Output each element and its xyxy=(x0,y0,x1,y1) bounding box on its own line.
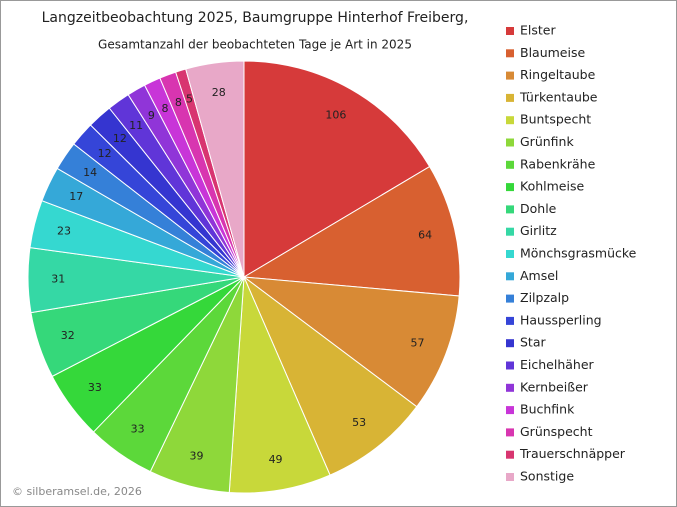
slice-label: 33 xyxy=(88,381,102,394)
pie-slice xyxy=(242,275,418,476)
pie-slice xyxy=(185,60,245,278)
slice-label: 32 xyxy=(61,329,75,342)
legend-label: Dohle xyxy=(520,201,557,216)
legend-label: Trauerschnäpper xyxy=(519,446,626,461)
slice-label: 9 xyxy=(148,109,155,122)
legend-label: Ringeltaube xyxy=(520,67,596,82)
legend-swatch xyxy=(506,183,514,192)
legend-label: Blaumeise xyxy=(520,45,585,60)
legend-label: Eichelhäher xyxy=(520,357,595,372)
pie-slice xyxy=(228,276,331,494)
slice-label: 57 xyxy=(410,336,424,349)
legend-label: Zilpzalp xyxy=(520,290,569,305)
slice-label: 8 xyxy=(162,102,169,115)
slice-label: 12 xyxy=(113,132,127,145)
legend-swatch xyxy=(506,450,514,459)
legend-label: Buchfink xyxy=(520,402,575,417)
slice-label: 5 xyxy=(186,92,193,105)
legend-label: Grünfink xyxy=(520,134,574,149)
slice-label: 106 xyxy=(325,109,346,122)
legend-label: Grünspecht xyxy=(520,424,593,439)
legend-swatch xyxy=(506,116,514,125)
legend-label: Mönchsgrasmücke xyxy=(520,246,637,261)
legend-swatch xyxy=(506,406,514,415)
legend-label: Elster xyxy=(520,23,556,38)
legend-label: Sonstige xyxy=(520,469,574,484)
legend-label: Kohlmeise xyxy=(520,179,584,194)
slice-label: 23 xyxy=(57,224,71,237)
legend-swatch xyxy=(506,93,514,102)
slice-label: 64 xyxy=(418,229,432,242)
legend-swatch xyxy=(506,473,514,481)
pie-slice xyxy=(242,276,460,408)
slice-label: 12 xyxy=(98,147,112,160)
legend-swatch xyxy=(506,49,514,58)
slice-label: 8 xyxy=(175,96,182,109)
legend-swatch xyxy=(506,383,514,392)
legend-swatch xyxy=(506,138,514,147)
legend-swatch xyxy=(506,316,514,325)
legend-swatch xyxy=(506,205,514,214)
chart-title: Langzeitbeobachtung 2025, Baumgruppe Hin… xyxy=(42,10,469,26)
legend-swatch xyxy=(506,361,514,370)
legend-label: Buntspecht xyxy=(520,112,591,127)
legend-swatch xyxy=(506,272,514,281)
slice-label: 33 xyxy=(131,422,145,435)
slice-label: 11 xyxy=(129,119,143,132)
slice-label: 31 xyxy=(51,273,65,286)
legend-swatch xyxy=(506,250,514,258)
legend-label: Star xyxy=(520,335,546,350)
legend-label: Kernbeißer xyxy=(520,379,589,394)
legend-label: Girlitz xyxy=(520,223,557,238)
chart-subtitle: Gesamtanzahl der beobachteten Tage je Ar… xyxy=(98,38,412,52)
legend-swatch xyxy=(506,294,514,303)
footer: © silberamsel.de, 2026 xyxy=(12,485,142,498)
slice-label: 14 xyxy=(83,166,97,179)
slice-label: 28 xyxy=(212,86,226,99)
legend-swatch xyxy=(506,27,514,35)
legend-label: Haussperling xyxy=(520,312,602,327)
slice-label: 17 xyxy=(69,190,83,203)
legend-label: Amsel xyxy=(520,268,558,283)
legend-swatch xyxy=(506,428,514,437)
legend-swatch xyxy=(506,71,514,80)
legend-label: Türkentaube xyxy=(519,89,598,104)
pie-slice xyxy=(243,60,431,278)
legend-swatch xyxy=(506,227,514,236)
legend-swatch xyxy=(506,339,514,348)
slice-label: 53 xyxy=(352,416,366,429)
slice-label: 49 xyxy=(269,453,283,466)
legend-label: Rabenkrähe xyxy=(520,156,596,171)
pie-slice xyxy=(242,165,461,297)
legend-swatch xyxy=(506,160,514,169)
slice-label: 39 xyxy=(190,450,204,463)
